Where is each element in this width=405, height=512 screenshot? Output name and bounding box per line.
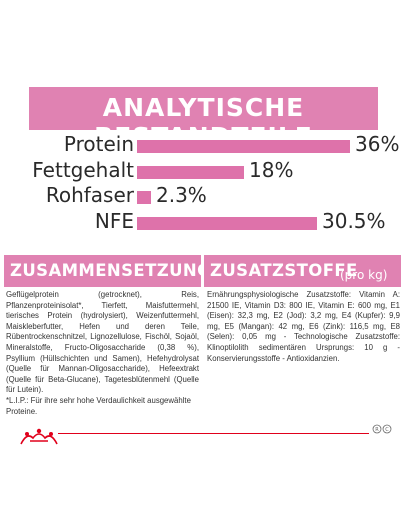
additives-subtitle: (pro kg)	[340, 268, 388, 282]
registered-mark: R	[375, 427, 379, 433]
additives-text: Ernährungsphysiologische Zusatzstoffe: V…	[207, 290, 400, 363]
composition-text-block: Geflügelprotein (getrocknet), Reis, Pfla…	[6, 290, 199, 417]
analysis-label: Rohfaser	[45, 183, 134, 207]
analysis-bar	[137, 166, 244, 179]
analysis-label: Protein	[63, 132, 134, 156]
composition-text: Geflügelprotein (getrocknet), Reis, Pfla…	[6, 290, 199, 395]
analysis-value: 18%	[249, 158, 294, 182]
analysis-row-fat: Fettgehalt 18%	[0, 158, 405, 184]
analysis-label: NFE	[94, 209, 134, 233]
analysis-row-fiber: Rohfaser 2.3%	[0, 183, 405, 209]
analysis-row-protein: Protein 36%	[0, 132, 405, 158]
analysis-chart: Protein 36% Fettgehalt 18% Rohfaser 2.3%…	[0, 128, 405, 238]
brand-marks-icon: R C	[372, 424, 392, 434]
analysis-bar	[137, 217, 317, 230]
analysis-value: 36%	[355, 132, 400, 156]
ch-mark: C	[385, 427, 389, 433]
composition-note: *L.I.P.: Für ihre sehr hohe Verdaulichke…	[6, 395, 191, 416]
analysis-bar	[137, 191, 151, 204]
analysis-value: 30.5%	[322, 209, 386, 233]
royal-canin-crown-logo-icon	[20, 428, 58, 445]
analysis-label: Fettgehalt	[32, 158, 134, 182]
composition-header: ZUSAMMENSETZUNG	[4, 255, 211, 287]
analysis-header: ANALYTISCHE BESTANDTEILE	[29, 87, 378, 151]
analysis-value: 2.3%	[156, 183, 207, 207]
additives-header: ZUSATZSTOFFE (pro kg)	[204, 255, 401, 287]
analysis-row-nfe: NFE 30.5%	[0, 209, 405, 235]
additives-text-block: Ernährungsphysiologische Zusatzstoffe: V…	[207, 290, 400, 364]
analysis-title: ANALYTISCHE BESTANDTEILE	[94, 93, 313, 151]
analysis-bar	[137, 140, 350, 153]
additives-title: ZUSATZSTOFFE	[210, 261, 358, 280]
composition-title: ZUSAMMENSETZUNG	[10, 261, 212, 280]
brand-line	[58, 433, 369, 434]
